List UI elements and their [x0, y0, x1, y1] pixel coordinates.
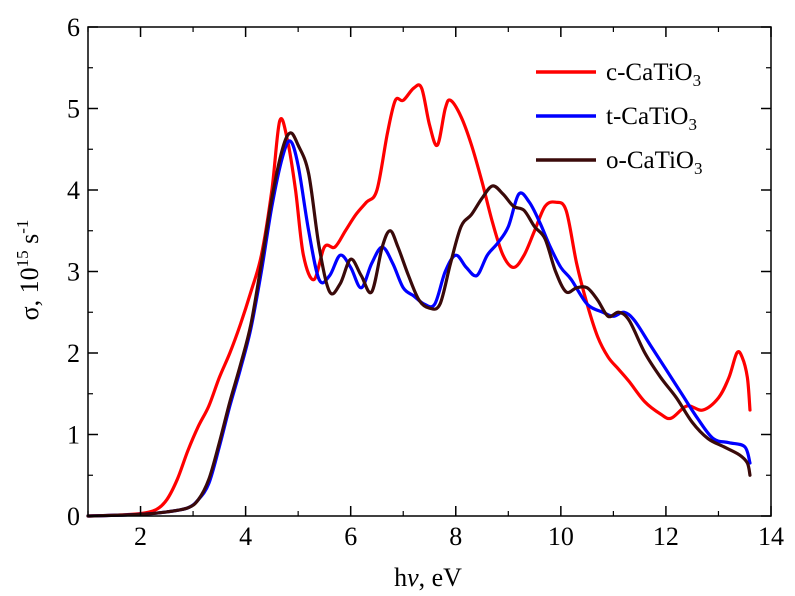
x-tick-label: 4 [239, 522, 252, 551]
y-tick-label: 2 [67, 339, 80, 368]
y-tick-label: 1 [67, 421, 80, 450]
x-tick-label: 2 [134, 522, 147, 551]
y-axis-title-unit-exp: -1 [13, 220, 32, 234]
x-tick-label: 14 [758, 522, 784, 551]
y-tick-label: 0 [67, 502, 80, 531]
series-line-1 [86, 83, 752, 518]
y-axis-title-main: σ, 10 [15, 267, 44, 320]
legend-label-2: t-CaTiO3 [606, 103, 697, 134]
legend-label-1: c-CaTiO3 [606, 59, 701, 90]
x-tick-label: 12 [653, 522, 679, 551]
x-axis-title-italic: ν [407, 563, 419, 592]
x-axis-title: hν, eV [394, 563, 462, 592]
y-axis-title-exp: 15 [13, 250, 32, 267]
x-axis-title-pre: h [394, 563, 407, 592]
x-tick-label: 10 [548, 522, 574, 551]
axis-ticks [87, 26, 772, 517]
x-tick-label: 8 [449, 522, 462, 551]
legend-label-3: o-CaTiO3 [606, 147, 703, 178]
y-tick-label: 3 [67, 258, 80, 287]
series-line-3 [86, 131, 752, 518]
y-axis-title-unit: s [15, 234, 44, 251]
y-tick-label: 6 [67, 13, 80, 42]
legend: c-CaTiO3 t-CaTiO3 o-CaTiO3 [536, 59, 703, 178]
series-line-2 [86, 139, 752, 518]
x-tick-label: 6 [344, 522, 357, 551]
x-axis-title-post: , eV [419, 563, 463, 592]
plot-lines [86, 83, 752, 518]
y-axis-title: σ, 1015 s-1 [13, 220, 44, 321]
y-tick-label: 5 [67, 95, 80, 124]
y-tick-label: 4 [67, 176, 80, 205]
